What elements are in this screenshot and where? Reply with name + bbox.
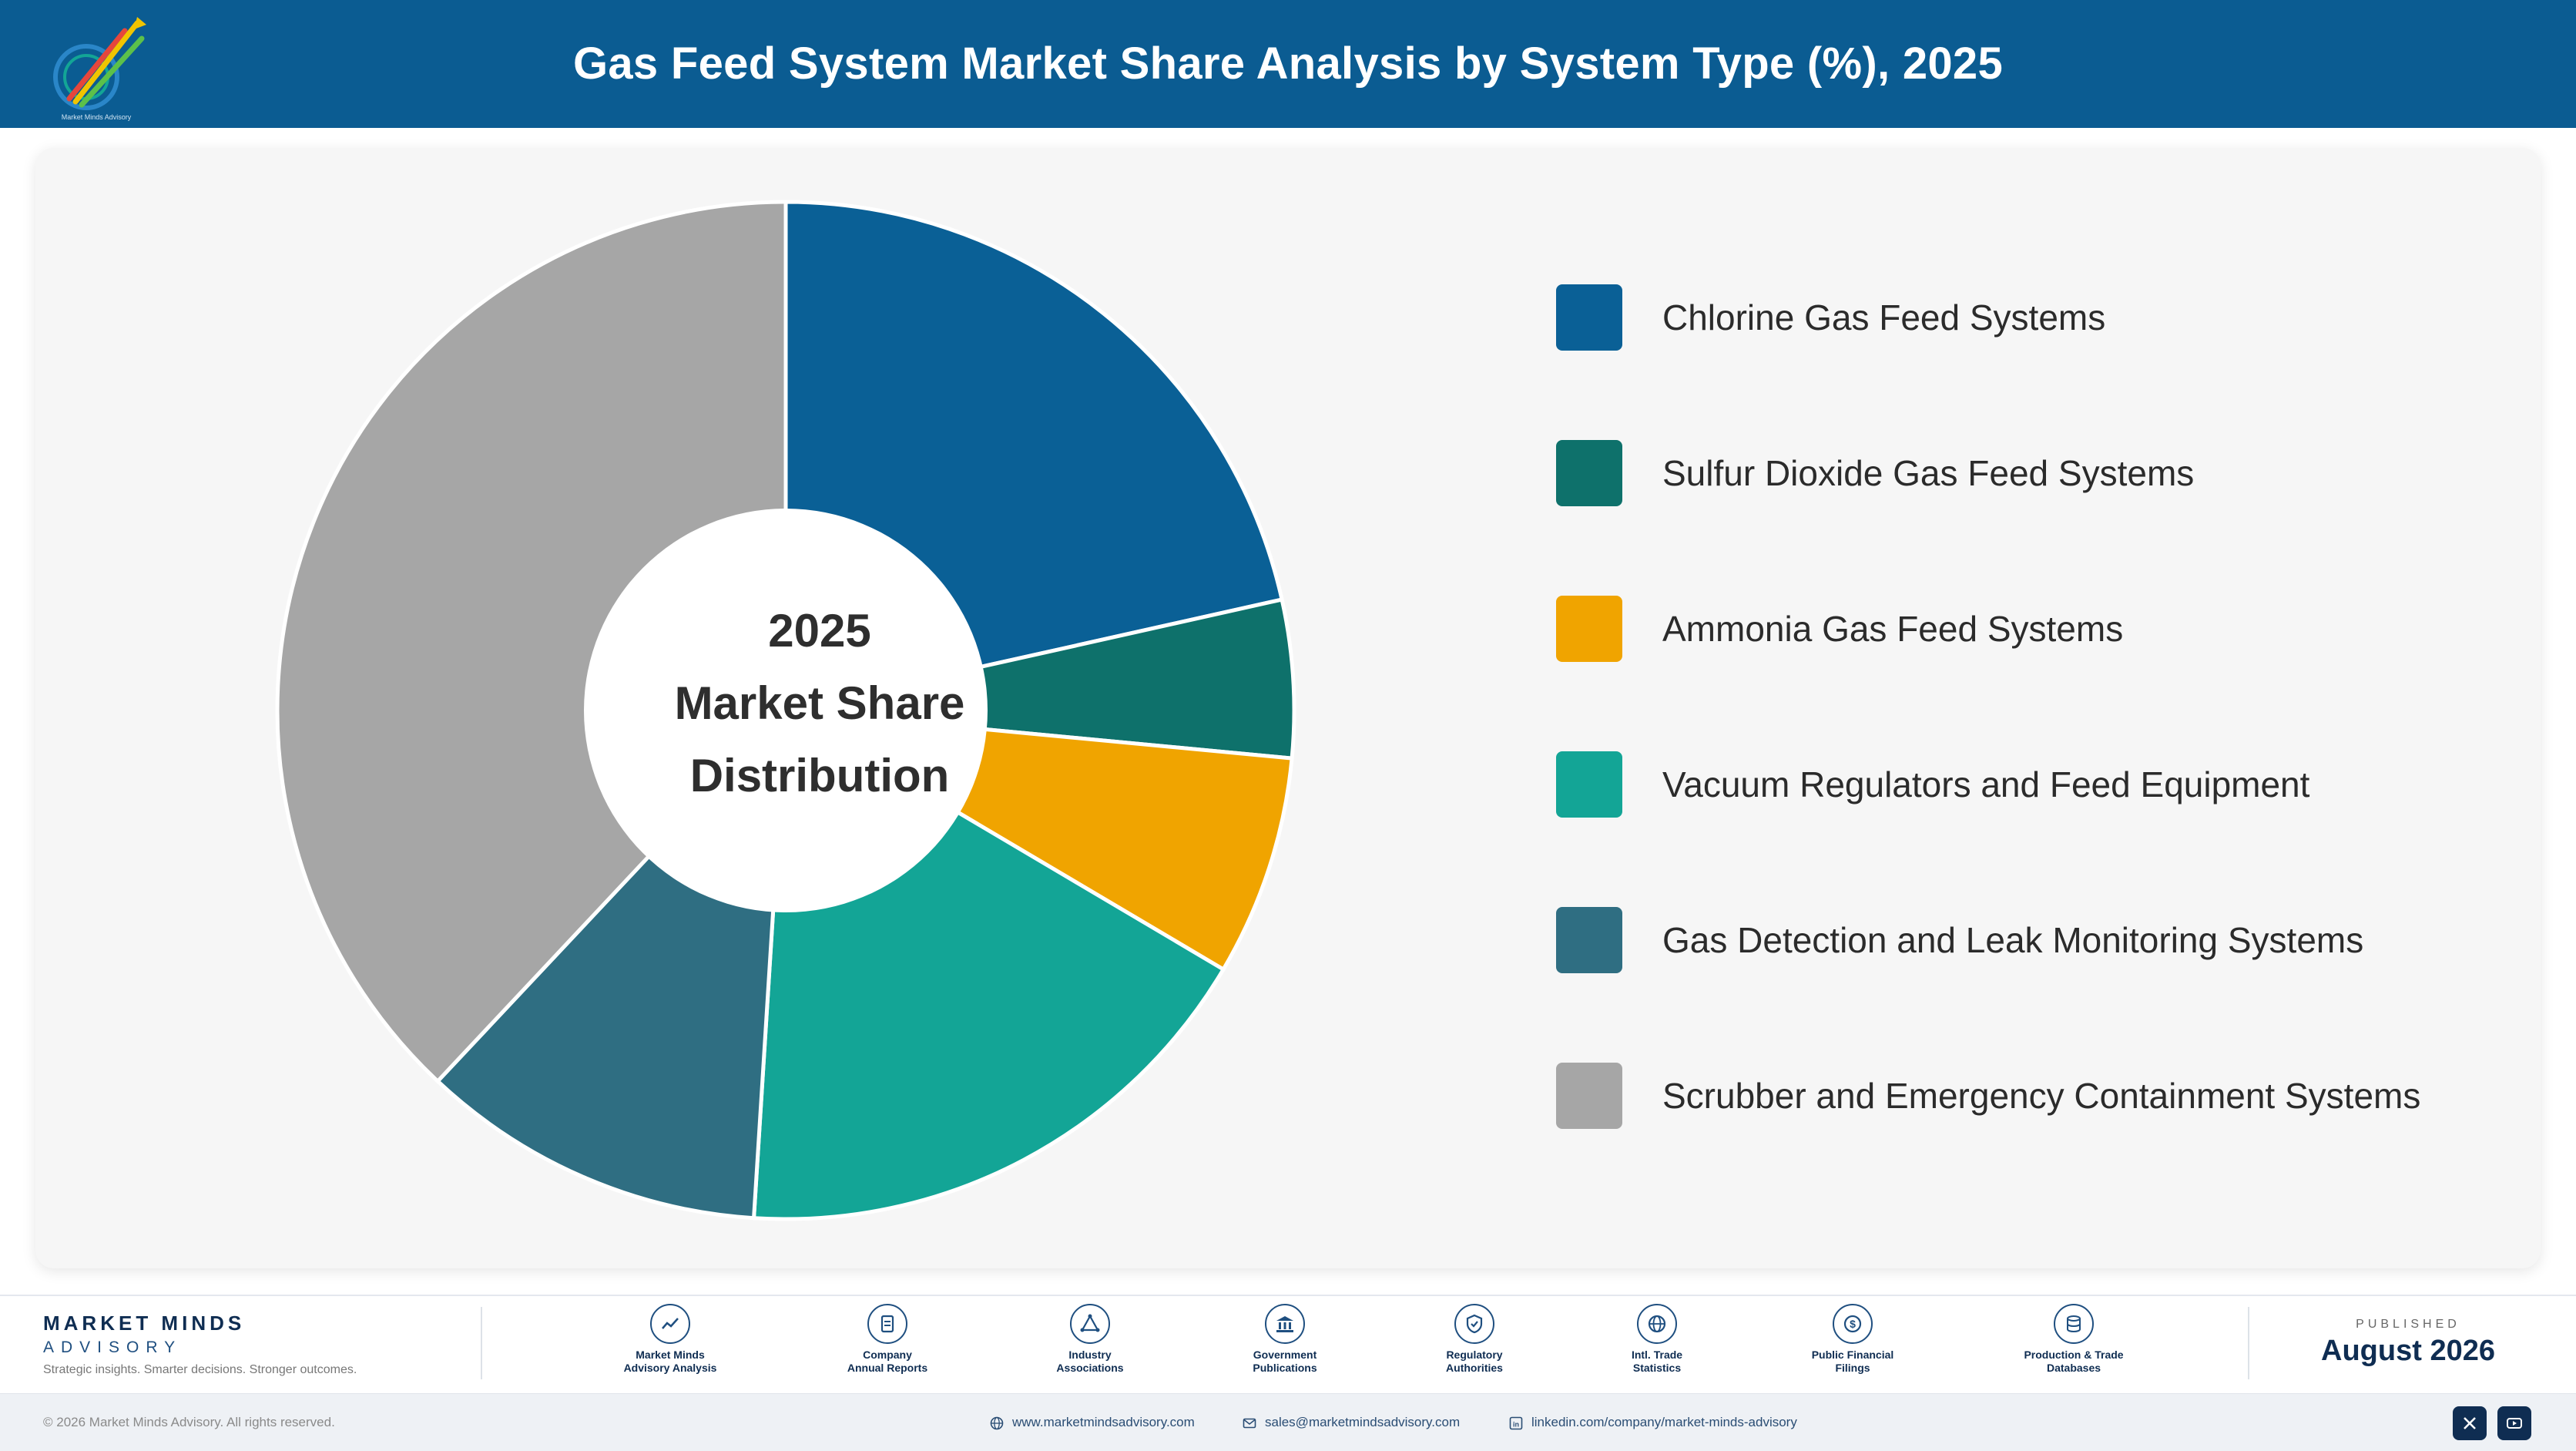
footer-contact-bar: © 2026 Market Minds Advisory. All rights… bbox=[0, 1393, 2576, 1451]
center-label-line-3: Distribution bbox=[689, 750, 950, 801]
legend-swatch bbox=[1556, 440, 1622, 506]
footer-divider bbox=[2248, 1307, 2249, 1379]
source-industry-associations: Industry Associations bbox=[1013, 1304, 1167, 1389]
legend-item: Vacuum Regulators and Feed Equipment bbox=[1556, 751, 2542, 818]
pie-slice-scrubber-and-emergency-containment-systems bbox=[275, 200, 788, 1084]
legend-label: Ammonia Gas Feed Systems bbox=[1662, 609, 2124, 649]
source-label-line2: Statistics bbox=[1632, 1362, 1682, 1374]
linkedin-link[interactable]: in linkedin.com/company/market-minds-advi… bbox=[1508, 1394, 1797, 1451]
network-icon bbox=[1070, 1304, 1110, 1344]
mail-icon bbox=[1243, 1418, 1256, 1428]
legend-label: Sulfur Dioxide Gas Feed Systems bbox=[1662, 453, 2195, 493]
source-label-line1: Regulatory bbox=[1446, 1349, 1503, 1361]
legend-swatch bbox=[1556, 751, 1622, 818]
brand-sub: ADVISORY bbox=[43, 1338, 183, 1356]
government-building-icon bbox=[1265, 1304, 1305, 1344]
legend-label: Vacuum Regulators and Feed Equipment bbox=[1662, 764, 2310, 804]
linkedin-text[interactable]: linkedin.com/company/market-minds-adviso… bbox=[1531, 1415, 1797, 1429]
market-minds-logo-icon: Market Minds Advisory bbox=[53, 17, 146, 121]
linkedin-icon: in bbox=[1509, 1416, 1523, 1429]
source-label-line2: Databases bbox=[2046, 1362, 2101, 1374]
source-label-line1: Production & Trade bbox=[2024, 1349, 2124, 1361]
pie-chart-svg bbox=[275, 200, 1296, 1221]
legend-swatch bbox=[1556, 907, 1622, 973]
source-label-line1: Government bbox=[1253, 1349, 1317, 1361]
source-label-line1: Intl. Trade bbox=[1631, 1349, 1683, 1361]
youtube-social-button[interactable] bbox=[2497, 1406, 2531, 1440]
source-label-line2: Filings bbox=[1835, 1362, 1870, 1374]
brand-tagline: Strategic insights. Smarter decisions. S… bbox=[43, 1363, 357, 1376]
globe-icon bbox=[1637, 1304, 1677, 1344]
youtube-icon bbox=[2507, 1418, 2522, 1429]
legend-item: Gas Detection and Leak Monitoring System… bbox=[1556, 907, 2542, 973]
published-date: August 2026 bbox=[2321, 1335, 2495, 1367]
dollar-coin-icon: $ bbox=[1833, 1304, 1873, 1344]
copyright-text: © 2026 Market Minds Advisory. All rights… bbox=[43, 1415, 335, 1429]
legend-item: Scrubber and Emergency Containment Syste… bbox=[1556, 1063, 2542, 1129]
legend-swatch bbox=[1556, 1063, 1622, 1129]
legend-swatch bbox=[1556, 284, 1622, 351]
website-link[interactable]: www.marketmindsadvisory.com bbox=[989, 1394, 1195, 1451]
source-label-line1: Market Minds bbox=[636, 1349, 705, 1361]
pie-chart: 2025 Market Share Distribution bbox=[35, 148, 1576, 1268]
source-label-line2: Authorities bbox=[1446, 1362, 1503, 1374]
legend-label: Chlorine Gas Feed Systems bbox=[1662, 297, 2106, 338]
website-text[interactable]: www.marketmindsadvisory.com bbox=[1012, 1415, 1195, 1429]
source-trade-statistics: Intl. Trade Statistics bbox=[1580, 1304, 1734, 1389]
legend-item: Chlorine Gas Feed Systems bbox=[1556, 284, 2542, 351]
footer-sources-bar: MARKET MINDS ADVISORY Strategic insights… bbox=[0, 1295, 2576, 1393]
legend-item: Sulfur Dioxide Gas Feed Systems bbox=[1556, 440, 2542, 506]
source-production-trade-databases: Production & Trade Databases bbox=[1997, 1304, 2151, 1389]
email-link[interactable]: sales@marketmindsadvisory.com bbox=[1242, 1394, 1460, 1451]
source-public-financial-filings: $ Public Financial Filings bbox=[1776, 1304, 1930, 1389]
database-icon bbox=[2054, 1304, 2094, 1344]
x-logo-icon bbox=[2464, 1417, 2476, 1429]
center-label-line-2: Market Share bbox=[674, 677, 965, 729]
source-label-line1: Industry bbox=[1068, 1349, 1112, 1361]
trend-chart-icon bbox=[650, 1304, 690, 1344]
globe-icon bbox=[990, 1416, 1004, 1429]
document-icon bbox=[867, 1304, 907, 1344]
source-label-line2: Associations bbox=[1056, 1362, 1124, 1374]
source-label-line2: Annual Reports bbox=[847, 1362, 928, 1374]
source-label-line1: Public Financial bbox=[1811, 1349, 1894, 1361]
donut-hole bbox=[584, 509, 988, 912]
x-social-button[interactable] bbox=[2453, 1406, 2487, 1440]
footer-divider bbox=[481, 1307, 482, 1379]
svg-text:in: in bbox=[1513, 1420, 1519, 1428]
legend-label: Gas Detection and Leak Monitoring System… bbox=[1662, 920, 2364, 960]
source-government-publications: Government Publications bbox=[1208, 1304, 1362, 1389]
legend-item: Ammonia Gas Feed Systems bbox=[1556, 596, 2542, 662]
footer-brand: MARKET MINDS ADVISORY Strategic insights… bbox=[43, 1312, 357, 1377]
pie-center-label: 2025 Market Share Distribution bbox=[657, 595, 982, 812]
source-label-line1: Company bbox=[863, 1349, 912, 1361]
source-label-line2: Advisory Analysis bbox=[623, 1362, 717, 1374]
source-company-reports: Company Annual Reports bbox=[810, 1304, 964, 1389]
source-label-line2: Publications bbox=[1253, 1362, 1317, 1374]
center-label-line-1: 2025 bbox=[768, 605, 871, 657]
svg-text:$: $ bbox=[1850, 1318, 1856, 1330]
shield-check-icon bbox=[1454, 1304, 1494, 1344]
published-label: PUBLISHED bbox=[2356, 1318, 2460, 1331]
published-info: PUBLISHED August 2026 bbox=[2308, 1318, 2508, 1368]
brand-name: MARKET MINDS bbox=[43, 1312, 246, 1335]
legend-swatch bbox=[1556, 596, 1622, 662]
source-market-minds-analysis: Market Minds Advisory Analysis bbox=[593, 1304, 747, 1389]
source-regulatory-authorities: Regulatory Authorities bbox=[1397, 1304, 1551, 1389]
header-bar: Market Minds Advisory Gas Feed System Ma… bbox=[0, 0, 2576, 128]
page-title: Gas Feed System Market Share Analysis by… bbox=[572, 39, 2004, 89]
chart-card: 2025 Market Share Distribution Chlorine … bbox=[35, 148, 2541, 1268]
email-text[interactable]: sales@marketmindsadvisory.com bbox=[1265, 1415, 1461, 1429]
legend-label: Scrubber and Emergency Containment Syste… bbox=[1662, 1076, 2421, 1116]
svg-text:Market Minds Advisory: Market Minds Advisory bbox=[62, 113, 132, 121]
